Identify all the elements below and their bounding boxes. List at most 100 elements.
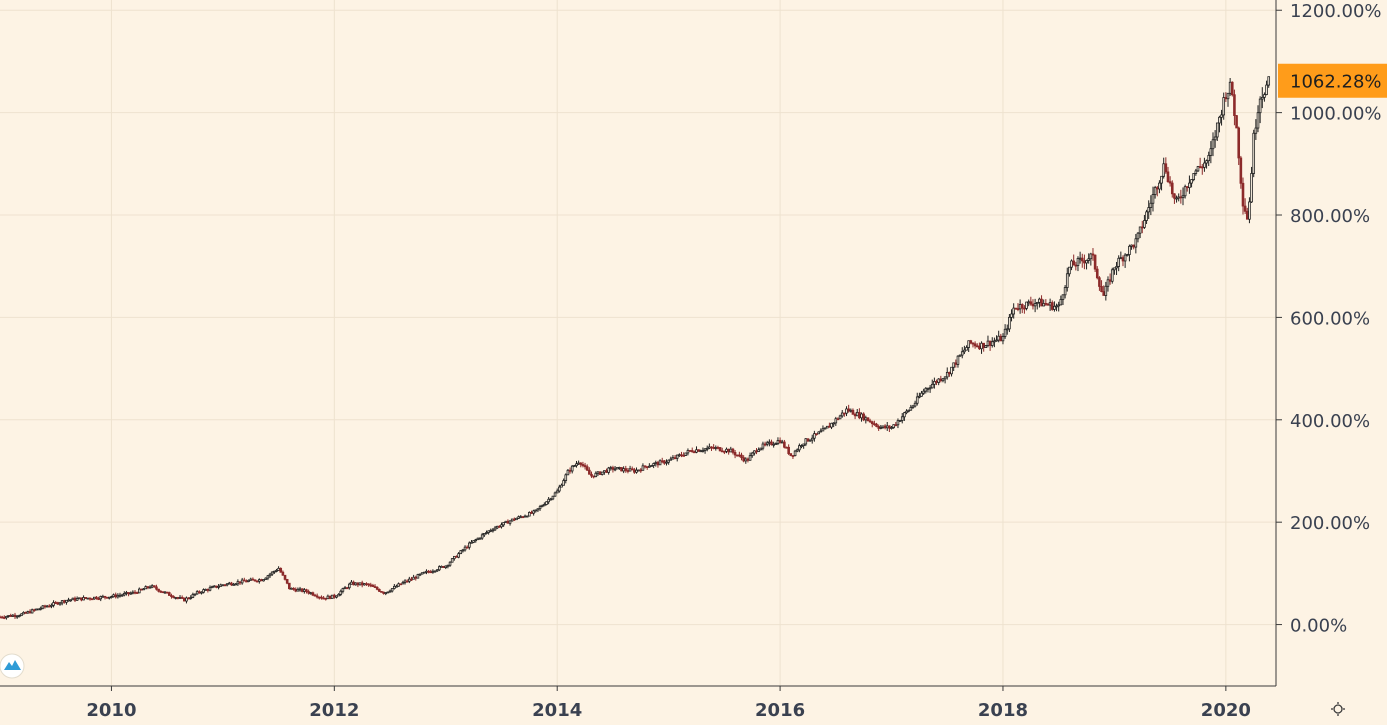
candle — [969, 339, 973, 345]
candle — [1076, 256, 1080, 272]
candle — [735, 454, 739, 457]
candle — [485, 530, 488, 535]
candle — [798, 443, 801, 453]
candle — [562, 478, 565, 486]
axes — [0, 0, 1277, 687]
candle — [575, 460, 578, 468]
candle — [528, 511, 531, 517]
candle — [165, 591, 169, 594]
candle — [819, 428, 823, 433]
candle — [200, 591, 203, 595]
candle — [1218, 115, 1221, 133]
candle — [705, 445, 709, 452]
candle — [1001, 333, 1005, 345]
candle — [230, 581, 233, 586]
candle — [1252, 129, 1256, 178]
candle — [371, 583, 375, 587]
candle — [564, 473, 568, 484]
candle — [208, 585, 212, 592]
candle — [1260, 87, 1264, 109]
candle — [1098, 276, 1101, 291]
candle — [275, 568, 278, 573]
candle — [1068, 266, 1071, 277]
candle — [442, 565, 445, 569]
candle — [652, 462, 655, 469]
candle — [504, 520, 508, 523]
candle — [911, 404, 915, 409]
candle — [536, 508, 540, 513]
candle — [367, 583, 370, 587]
last-price-label: 1062.28% — [1290, 72, 1382, 93]
candle — [50, 603, 53, 609]
candle — [30, 608, 34, 614]
candle — [305, 588, 308, 594]
price-tick-label: 600.00% — [1290, 308, 1370, 329]
candle — [161, 591, 165, 594]
candle — [553, 491, 557, 497]
candle — [624, 465, 628, 473]
candle — [266, 574, 270, 581]
candle — [472, 540, 475, 544]
candle — [459, 550, 463, 555]
candle — [825, 425, 829, 429]
candle — [86, 597, 90, 600]
candle — [234, 583, 238, 586]
candle — [924, 387, 928, 394]
candle — [223, 584, 227, 587]
candle — [5, 615, 8, 620]
candle — [122, 591, 126, 597]
last-price-badge — [1278, 63, 1387, 98]
candle — [566, 469, 570, 476]
candle — [915, 392, 919, 406]
candlestick-series — [0, 76, 1271, 620]
candle — [1104, 281, 1108, 301]
candle — [311, 591, 315, 597]
candle — [990, 337, 994, 348]
candle — [665, 459, 668, 466]
candle — [590, 471, 593, 478]
candle — [956, 355, 960, 368]
candle — [386, 591, 390, 594]
logo-mountain-icon — [4, 660, 21, 670]
candle — [1136, 232, 1140, 243]
price-tick-label: 400.00% — [1290, 411, 1370, 432]
candle — [1093, 254, 1097, 273]
settings-gear-icon[interactable] — [1331, 702, 1345, 716]
candle — [995, 335, 998, 342]
candle — [157, 588, 160, 593]
candle — [328, 595, 332, 600]
candle — [789, 453, 793, 457]
candle — [684, 452, 688, 456]
time-tick-label: 2010 — [86, 700, 136, 721]
candle — [170, 593, 173, 599]
candle — [701, 447, 705, 453]
candle — [189, 595, 193, 600]
candle — [1053, 301, 1056, 312]
candle — [58, 601, 62, 606]
candle — [1175, 195, 1178, 203]
candle — [918, 392, 921, 399]
candle — [1117, 255, 1120, 272]
candle — [1215, 122, 1219, 141]
candle — [1230, 81, 1234, 97]
candle — [1183, 184, 1187, 199]
candle — [120, 593, 124, 597]
candle — [1153, 185, 1157, 199]
candle — [615, 467, 619, 470]
candle — [183, 597, 186, 602]
candle — [907, 409, 910, 413]
candle — [1196, 165, 1200, 172]
candle — [1035, 301, 1039, 310]
candle — [817, 431, 820, 435]
candle — [1010, 309, 1013, 322]
candle — [813, 430, 816, 442]
candle — [1059, 295, 1063, 306]
candle — [973, 341, 977, 349]
candle — [69, 599, 73, 602]
price-tick-label: 0.00% — [1290, 616, 1347, 637]
candle — [547, 497, 550, 505]
candle — [476, 537, 480, 541]
candle — [607, 466, 610, 475]
candle — [1085, 259, 1088, 270]
candle — [1209, 141, 1213, 164]
